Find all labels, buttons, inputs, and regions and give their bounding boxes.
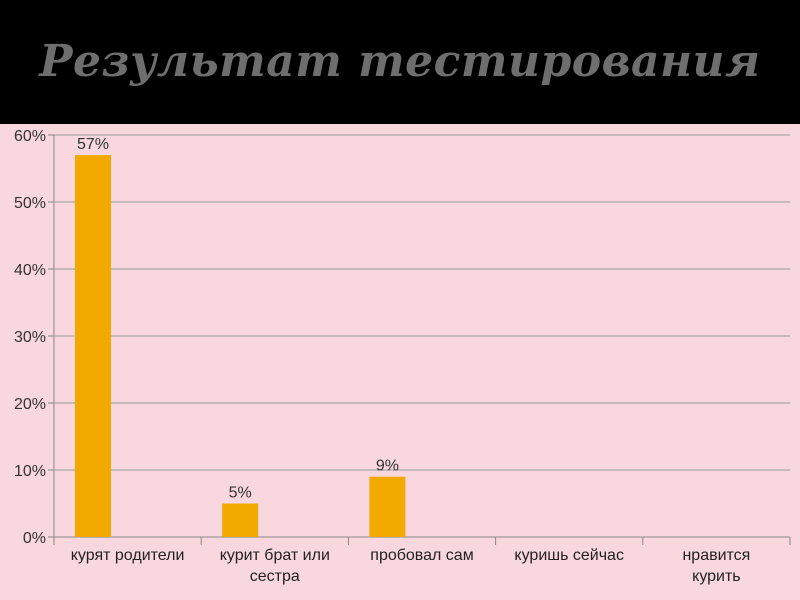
y-tick-label: 30% (14, 329, 46, 346)
x-category-label: курят родители (71, 547, 185, 564)
y-tick-label: 20% (14, 396, 46, 413)
bar-data-label: 5% (229, 485, 252, 502)
x-category-label: нравится (682, 547, 750, 564)
x-category-label: курить (692, 568, 741, 585)
y-tick-label: 0% (23, 530, 46, 547)
title-bar: Результат тестирования (0, 0, 800, 124)
x-category-label: пробовал сам (370, 547, 473, 564)
y-tick-label: 50% (14, 195, 46, 212)
y-tick-label: 10% (14, 463, 46, 480)
slide-title: Результат тестирования (39, 36, 761, 87)
bar-data-label: 57% (77, 136, 109, 153)
bar (369, 476, 406, 537)
bar-data-label: 9% (376, 458, 399, 475)
x-category-label: курит брат или (220, 547, 330, 564)
x-category-label: куришь сейчас (514, 547, 624, 564)
bar-chart-area: 0% 10% 20% 30% 40% 50% 60% 57% курят родители 5% к… (0, 124, 800, 600)
x-category-label: сестра (250, 568, 300, 585)
bar-chart: 0% 10% 20% 30% 40% 50% 60% 57% курят родители 5% к… (14, 128, 791, 585)
y-tick-label: 40% (14, 262, 46, 279)
y-tick-label: 60% (14, 128, 46, 145)
bar (222, 503, 259, 537)
bar (75, 155, 111, 537)
